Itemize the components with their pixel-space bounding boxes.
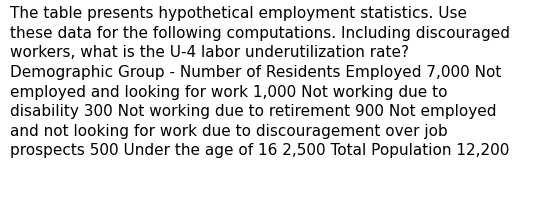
Text: The table presents hypothetical employment statistics. Use
these data for the fo: The table presents hypothetical employme… — [10, 6, 510, 158]
